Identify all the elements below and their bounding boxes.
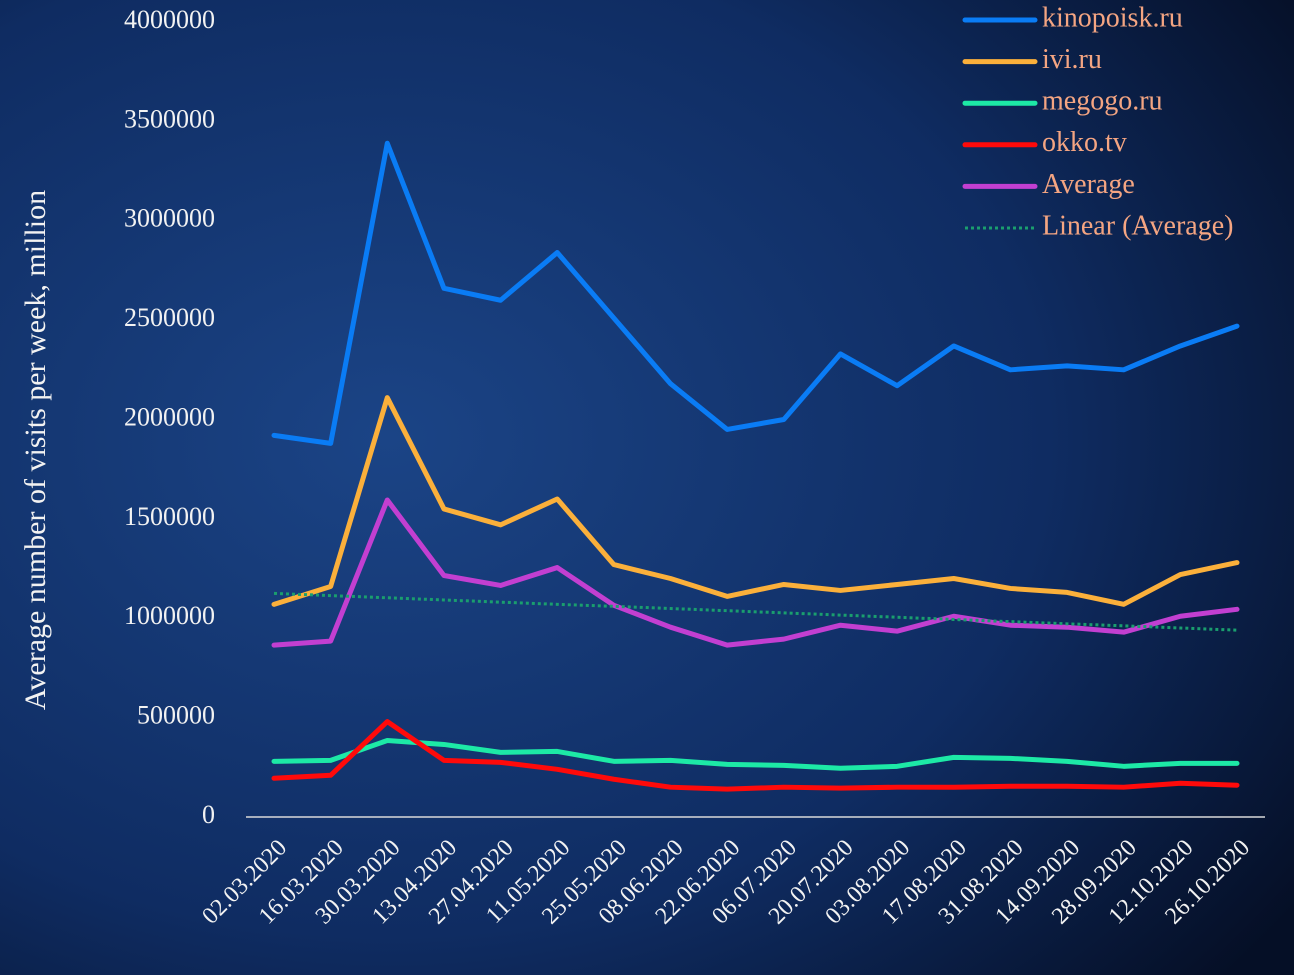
- y-tick-label: 0: [202, 800, 215, 829]
- y-tick-label: 3000000: [124, 204, 215, 233]
- series-line: [273, 591, 1238, 632]
- series-line: [271, 497, 1240, 648]
- y-tick-label: 4000000: [124, 5, 215, 34]
- series-line: [271, 140, 1240, 446]
- y-tick-label: 500000: [137, 701, 215, 730]
- legend-label: kinopoisk.ru: [1042, 2, 1183, 33]
- series-line: [271, 719, 1240, 792]
- y-tick-label: 1500000: [124, 502, 215, 531]
- legend-label: Linear (Average): [1042, 210, 1233, 241]
- y-tick-label: 1000000: [124, 601, 215, 630]
- y-tick-label: 2000000: [124, 402, 215, 431]
- legend-label: okko.tv: [1042, 127, 1127, 158]
- series-line: [271, 395, 1240, 607]
- legend-label: Average: [1042, 169, 1135, 200]
- y-tick-label: 3500000: [124, 104, 215, 133]
- legend-label: megogo.ru: [1042, 86, 1163, 117]
- y-axis-title: Average number of visits per week, milli…: [19, 190, 52, 710]
- legend-label: ivi.ru: [1042, 44, 1102, 75]
- series-line: [271, 737, 1240, 771]
- y-tick-label: 2500000: [124, 303, 215, 332]
